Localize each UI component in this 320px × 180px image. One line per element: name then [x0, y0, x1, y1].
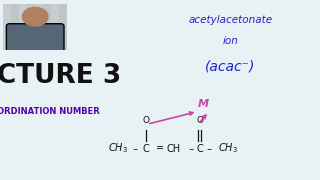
Text: COORDINATION NUMBER: COORDINATION NUMBER: [0, 107, 100, 116]
Text: ion: ion: [222, 36, 238, 46]
Text: (acac⁻): (acac⁻): [205, 60, 256, 74]
Circle shape: [22, 7, 48, 26]
Bar: [19, 4, 27, 50]
Bar: [3, 4, 11, 50]
Bar: [11, 4, 19, 50]
Bar: [35, 4, 43, 50]
Text: acetylacetonate: acetylacetonate: [188, 15, 272, 25]
Bar: [51, 4, 59, 50]
Text: $CH_3$: $CH_3$: [218, 142, 238, 155]
Text: –: –: [186, 143, 197, 154]
Text: –: –: [204, 143, 215, 154]
Bar: [59, 4, 67, 50]
Text: O: O: [196, 116, 203, 125]
Text: M: M: [198, 99, 209, 109]
Text: C: C: [142, 143, 149, 154]
FancyBboxPatch shape: [6, 24, 64, 53]
Text: =: =: [156, 143, 164, 154]
Text: C: C: [196, 143, 203, 154]
Text: $CH_3$: $CH_3$: [108, 142, 128, 155]
Text: CH: CH: [166, 143, 180, 154]
Text: LECTURE 3: LECTURE 3: [0, 63, 121, 89]
Text: –: –: [130, 143, 141, 154]
Bar: [27, 4, 35, 50]
Bar: [43, 4, 51, 50]
Text: O: O: [142, 116, 149, 125]
